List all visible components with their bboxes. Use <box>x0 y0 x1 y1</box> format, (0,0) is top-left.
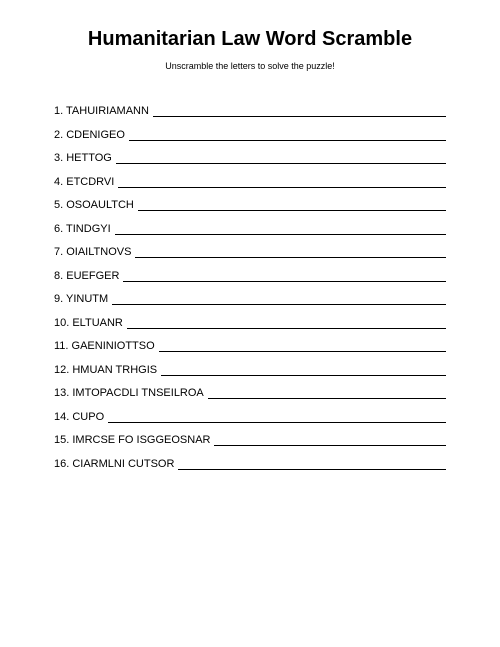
scramble-item-label: 3. HETTOG <box>54 152 112 164</box>
answer-line <box>129 140 446 141</box>
answer-line <box>118 187 446 188</box>
scramble-item-label: 9. YINUTM <box>54 293 108 305</box>
scramble-item: 10. ELTUANR <box>54 317 446 329</box>
scramble-item-label: 1. TAHUIRIAMANN <box>54 105 149 117</box>
scramble-item: 1. TAHUIRIAMANN <box>54 105 446 117</box>
scramble-item-label: 12. HMUAN TRHGIS <box>54 364 157 376</box>
scramble-item-label: 13. IMTOPACDLI TNSEILROA <box>54 387 204 399</box>
scramble-item: 8. EUEFGER <box>54 270 446 282</box>
page-title: Humanitarian Law Word Scramble <box>40 28 460 51</box>
scramble-list: 1. TAHUIRIAMANN 2. CDENIGEO 3. HETTOG 4. ET… <box>40 105 460 470</box>
scramble-item: 13. IMTOPACDLI TNSEILROA <box>54 387 446 399</box>
answer-line <box>135 257 446 258</box>
scramble-item: 7. OIAILTNOVS <box>54 246 446 258</box>
answer-line <box>123 281 446 282</box>
scramble-item-label: 7. OIAILTNOVS <box>54 246 131 258</box>
scramble-item-label: 4. ETCDRVI <box>54 176 114 188</box>
answer-line <box>108 422 446 423</box>
answer-line <box>127 328 446 329</box>
scramble-item: 9. YINUTM <box>54 293 446 305</box>
scramble-item-label: 5. OSOAULTCH <box>54 199 134 211</box>
answer-line <box>214 445 446 446</box>
answer-line <box>112 304 446 305</box>
scramble-item-label: 16. CIARMLNI CUTSOR <box>54 458 174 470</box>
answer-line <box>208 398 446 399</box>
answer-line <box>161 375 446 376</box>
scramble-item: 16. CIARMLNI CUTSOR <box>54 458 446 470</box>
scramble-item-label: 10. ELTUANR <box>54 317 123 329</box>
answer-line <box>178 469 446 470</box>
scramble-item-label: 11. GAENINIOTTSO <box>54 340 155 352</box>
scramble-item-label: 8. EUEFGER <box>54 270 119 282</box>
answer-line <box>116 163 446 164</box>
scramble-item-label: 2. CDENIGEO <box>54 129 125 141</box>
scramble-item: 6. TINDGYI <box>54 223 446 235</box>
answer-line <box>153 116 446 117</box>
scramble-item: 12. HMUAN TRHGIS <box>54 364 446 376</box>
scramble-item: 5. OSOAULTCH <box>54 199 446 211</box>
answer-line <box>115 234 446 235</box>
scramble-item-label: 15. IMRCSE FO ISGGEOSNAR <box>54 434 210 446</box>
scramble-item: 14. CUPO <box>54 411 446 423</box>
scramble-item: 11. GAENINIOTTSO <box>54 340 446 352</box>
answer-line <box>159 351 446 352</box>
scramble-item: 2. CDENIGEO <box>54 129 446 141</box>
scramble-item: 4. ETCDRVI <box>54 176 446 188</box>
scramble-item-label: 6. TINDGYI <box>54 223 111 235</box>
page-subtitle: Unscramble the letters to solve the puzz… <box>40 61 460 71</box>
scramble-item: 15. IMRCSE FO ISGGEOSNAR <box>54 434 446 446</box>
scramble-item: 3. HETTOG <box>54 152 446 164</box>
answer-line <box>138 210 446 211</box>
scramble-item-label: 14. CUPO <box>54 411 104 423</box>
